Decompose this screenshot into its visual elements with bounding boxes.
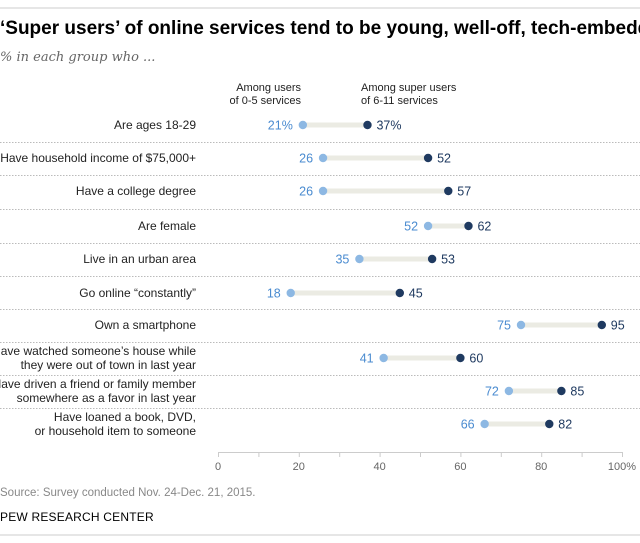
value-label-series-0: 52	[404, 220, 418, 234]
series-header-0: of 0-5 services	[229, 95, 301, 107]
value-label-series-1: 62	[477, 220, 491, 234]
row-label: Are ages 18-29	[114, 118, 196, 132]
row: Have loaned a book, DVD,or household ite…	[35, 410, 573, 438]
row: Own a smartphone 75 95	[95, 318, 625, 333]
row: Live in an urban area 35 53	[83, 252, 455, 267]
value-label-series-0: 72	[485, 385, 499, 399]
value-label-series-1: 45	[409, 287, 423, 301]
dot-series-1	[456, 353, 465, 363]
row-label: Have household income of $75,000+	[0, 151, 196, 165]
dot-series-1	[597, 320, 606, 330]
dot-series-0	[379, 353, 388, 363]
row-label: somewhere as a favor in last year	[17, 391, 196, 405]
dot-series-0	[318, 153, 328, 163]
dot-series-1	[464, 221, 473, 231]
row: Have household income of $75,000+ 26 52	[0, 151, 451, 166]
row: Are female 52 62	[138, 219, 491, 234]
value-label-series-0: 75	[497, 319, 511, 333]
value-label-series-0: 35	[335, 253, 349, 267]
dot-series-1	[444, 186, 453, 196]
series-header-0: Among users	[236, 82, 301, 94]
value-label-series-0: 26	[299, 152, 313, 166]
row-label: Go online “constantly”	[79, 286, 196, 300]
row-label: Live in an urban area	[83, 252, 196, 266]
dot-series-0	[318, 186, 328, 196]
dot-series-0	[504, 386, 514, 396]
dot-series-1	[423, 153, 433, 163]
row-label: Have watched someone’s house while	[0, 344, 196, 358]
brand-label: PEW RESEARCH CENTER	[0, 510, 154, 524]
row-label: Have a college degree	[76, 184, 196, 198]
value-label-series-1: 37%	[376, 119, 401, 133]
row: Go online “constantly” 18 45	[79, 286, 422, 301]
row-label: or household item to someone	[35, 424, 197, 438]
value-label-series-1: 53	[441, 253, 455, 267]
dot-series-0	[355, 254, 364, 264]
row-label: Have loaned a book, DVD,	[54, 410, 196, 424]
value-label-series-1: 82	[558, 418, 572, 432]
value-label-series-1: 57	[457, 185, 471, 199]
row-label: they were out of town in last year	[21, 358, 196, 372]
value-label-series-1: 60	[469, 352, 483, 366]
value-label-series-0: 21%	[268, 119, 293, 133]
dot-series-1	[427, 254, 437, 264]
dot-series-1	[363, 120, 372, 130]
value-label-series-1: 52	[437, 152, 451, 166]
chart-title: ‘Super users’ of online services tend to…	[0, 18, 640, 39]
row-label: Are female	[138, 219, 196, 233]
source-note: Source: Survey conducted Nov. 24-Dec. 21…	[0, 487, 256, 499]
dot-series-0	[480, 419, 489, 429]
x-tick-label: 100%	[608, 461, 636, 473]
value-label-series-0: 66	[461, 418, 475, 432]
chart-subtitle: % in each group who ...	[0, 50, 155, 65]
x-tick-label: 80	[535, 461, 547, 473]
row-label: Own a smartphone	[95, 318, 197, 332]
row: Have driven a friend or family membersom…	[0, 377, 584, 405]
value-label-series-0: 18	[267, 287, 281, 301]
value-label-series-1: 85	[570, 385, 584, 399]
x-tick-label: 0	[215, 461, 221, 473]
row: Are ages 18-29 21% 37%	[114, 118, 402, 133]
x-tick-label: 40	[373, 461, 385, 473]
value-label-series-0: 41	[360, 352, 374, 366]
dot-series-0	[298, 120, 308, 130]
x-tick-label: 20	[293, 461, 305, 473]
series-header-1: Among super users	[361, 82, 457, 94]
dot-series-0	[423, 221, 433, 231]
dot-series-1	[557, 386, 566, 396]
value-label-series-1: 95	[611, 319, 625, 333]
value-label-series-0: 26	[299, 185, 313, 199]
dot-series-1	[545, 419, 554, 429]
row: Have a college degree 26 57	[76, 184, 471, 199]
row-label: Have driven a friend or family member	[0, 377, 196, 391]
dot-series-1	[395, 288, 404, 298]
x-tick-label: 60	[454, 461, 466, 473]
dot-series-0	[516, 320, 526, 330]
dot-series-0	[286, 288, 295, 298]
series-header-1: of 6-11 services	[361, 95, 438, 107]
